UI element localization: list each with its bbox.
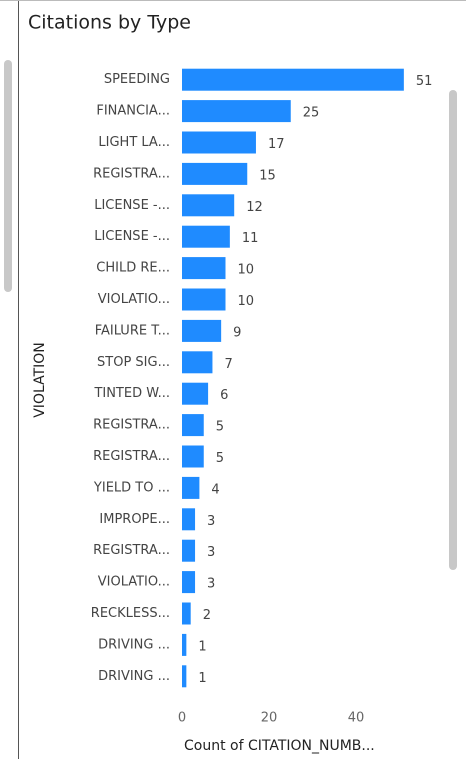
bar	[182, 571, 196, 594]
y-tick-label: REGISTRA...	[93, 449, 170, 464]
bar	[182, 131, 256, 154]
y-tick-label: FINANCIA...	[96, 104, 170, 119]
bar	[182, 633, 187, 656]
data-label: 10	[238, 294, 255, 309]
bar	[182, 68, 404, 91]
data-label: 10	[238, 263, 255, 278]
data-label: 9	[233, 325, 241, 340]
bar	[182, 100, 291, 123]
y-tick-label: SPEEDING	[104, 72, 170, 87]
bar	[182, 225, 230, 248]
y-tick-label: FAILURE T...	[95, 323, 170, 338]
bar	[182, 319, 222, 342]
y-tick-label: LICENSE -...	[94, 229, 170, 244]
data-label: 5	[216, 420, 224, 435]
data-label: 2	[203, 608, 211, 623]
y-tick-label: STOP SIG...	[97, 355, 170, 370]
data-label: 7	[224, 357, 232, 372]
x-axis-title: Count of CITATION_NUMB...	[184, 738, 375, 754]
y-tick-label: DRIVING ...	[98, 637, 170, 652]
data-label: 6	[220, 388, 228, 403]
data-label: 5	[216, 451, 224, 466]
data-label: 11	[242, 231, 259, 246]
bar	[182, 288, 226, 311]
y-tick-label: REGISTRA...	[93, 543, 170, 558]
data-label: 17	[268, 137, 285, 152]
bar	[182, 602, 191, 625]
x-tick-label: 40	[348, 711, 365, 726]
y-tick-label: CHILD RE...	[96, 261, 170, 276]
y-tick-label: TINTED W...	[93, 386, 170, 401]
data-label: 12	[246, 200, 263, 215]
y-tick-label: LIGHT LA...	[98, 135, 170, 150]
y-tick-label: REGISTRA...	[93, 166, 170, 181]
y-tick-label: IMPROPE...	[99, 512, 170, 527]
bar	[182, 382, 209, 405]
data-label: 3	[207, 577, 215, 592]
data-label: 25	[303, 106, 320, 121]
y-tick-label: YIELD TO ...	[93, 480, 170, 495]
data-label: 3	[207, 545, 215, 560]
data-label: 4	[211, 482, 219, 497]
data-label: 51	[416, 74, 433, 89]
y-tick-label: LICENSE -...	[94, 198, 170, 213]
y-tick-label: VIOLATIO...	[98, 292, 170, 307]
y-axis-title: VIOLATION	[32, 342, 48, 418]
bar	[182, 539, 196, 562]
x-tick-label: 20	[261, 711, 278, 726]
y-tick-label: DRIVING ...	[98, 669, 170, 684]
bar	[182, 257, 226, 280]
bar	[182, 508, 196, 531]
bar	[182, 194, 235, 217]
bar	[182, 476, 200, 499]
data-label: 1	[198, 639, 206, 654]
y-tick-label: RECKLESS...	[91, 606, 170, 621]
bar	[182, 665, 187, 688]
data-label: 15	[259, 168, 276, 183]
scrollbar-right[interactable]	[449, 90, 457, 570]
bar	[182, 351, 213, 374]
chart-title: Citations by Type	[28, 12, 191, 34]
y-tick-label: VIOLATIO...	[98, 575, 170, 590]
bar	[182, 162, 248, 185]
y-tick-label: REGISTRA...	[93, 418, 170, 433]
data-label: 1	[198, 671, 206, 686]
x-tick-label: 0	[178, 711, 186, 726]
scrollbar-left[interactable]	[4, 60, 12, 292]
bar	[182, 445, 204, 468]
data-label: 3	[207, 514, 215, 529]
bar	[182, 414, 204, 437]
